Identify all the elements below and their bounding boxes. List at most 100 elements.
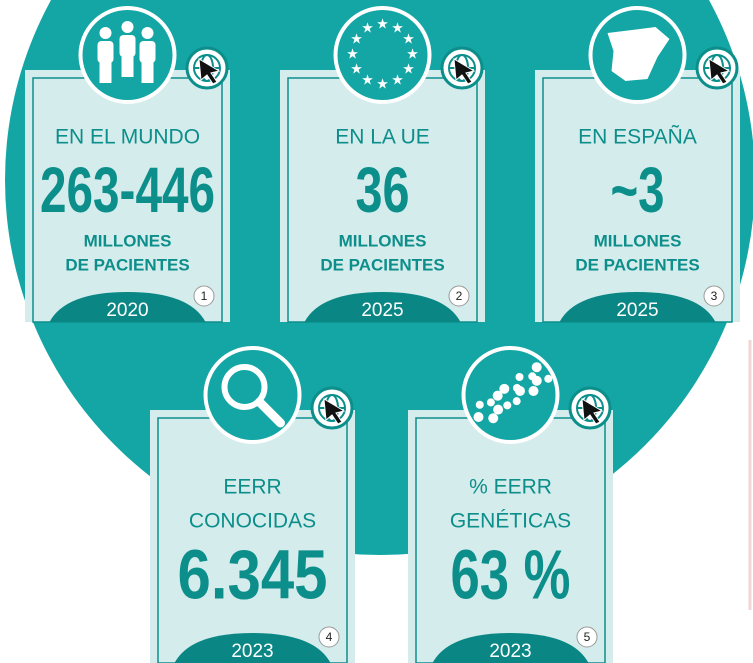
icon-shape: ★ — [350, 61, 363, 77]
card-label: EN EL MUNDO — [55, 126, 200, 149]
card-unit: MILLONES — [339, 231, 427, 250]
card-value: 6.345 — [178, 535, 328, 613]
card-bg — [150, 410, 355, 663]
card-unit: MILLONES — [84, 231, 172, 250]
note: 3 — [711, 289, 718, 303]
icon-shape: ★ — [361, 20, 374, 36]
icon-shape — [492, 390, 503, 401]
icon-shape — [512, 383, 521, 392]
icon-shape: ★ — [346, 46, 359, 62]
icon-shape — [475, 400, 484, 409]
note-circle — [448, 285, 470, 307]
note-circle — [193, 285, 215, 307]
year-tab — [49, 292, 206, 322]
card-unit: DE PACIENTES — [575, 255, 699, 274]
year-tab — [174, 633, 331, 663]
icon-shape: ★ — [402, 31, 415, 47]
source-link[interactable] — [310, 386, 354, 430]
icon-shape — [141, 27, 154, 39]
card-bg — [280, 70, 485, 322]
icon-shape: ★ — [350, 31, 363, 47]
icon-shape — [528, 372, 537, 381]
icon-circle — [333, 6, 432, 104]
icon-shape: ★ — [361, 72, 374, 88]
icon-shape — [474, 413, 483, 421]
icon-shape — [99, 27, 112, 39]
source-link[interactable] — [568, 386, 612, 430]
year-tab — [432, 633, 589, 663]
note: 2 — [456, 289, 463, 303]
icon-shape — [503, 401, 512, 410]
card-label: EN LA UE — [335, 126, 430, 149]
card-label: EN ESPAÑA — [578, 125, 697, 149]
icon-circle — [203, 346, 302, 444]
source-link[interactable] — [440, 46, 484, 90]
icon-shape: ★ — [376, 76, 389, 92]
card-bg — [408, 410, 613, 663]
card-label: GENÉTICAS — [450, 510, 571, 533]
icon-shape — [531, 362, 542, 373]
icon-shape: ★ — [406, 46, 419, 62]
cursor[interactable] — [198, 58, 221, 85]
card: EN ESPAÑA ~3 MILLONES DE PACIENTES 2025 3 — [535, 6, 740, 323]
icon-shape — [499, 383, 510, 394]
year: 2023 — [231, 641, 273, 662]
card-unit: DE PACIENTES — [65, 255, 189, 274]
note: 5 — [584, 630, 591, 644]
card-value: 36 — [356, 154, 410, 226]
icon-shape — [607, 27, 670, 81]
year: 2023 — [489, 641, 531, 662]
card-label: EERR — [223, 476, 281, 499]
card-value: 263-446 — [40, 154, 215, 226]
note: 1 — [201, 289, 208, 303]
cursor[interactable] — [453, 58, 476, 85]
year-tab — [304, 292, 461, 322]
icon-shape: ★ — [391, 20, 404, 36]
icon-shape — [486, 398, 495, 407]
cursor[interactable] — [581, 398, 604, 425]
icon-shape: ★ — [376, 16, 389, 32]
cursor[interactable] — [708, 58, 731, 85]
note: 4 — [326, 630, 333, 644]
card-bg — [535, 70, 740, 322]
card-label: CONOCIDAS — [189, 510, 316, 533]
icon-shape — [255, 397, 285, 428]
note-circle — [318, 626, 340, 648]
icon-shape — [221, 364, 268, 410]
icon-shape — [99, 61, 112, 83]
card-label: % EERR — [469, 476, 552, 499]
year: 2025 — [361, 300, 403, 321]
icon-shape — [141, 61, 154, 83]
card-bg — [25, 70, 230, 322]
icon-shape — [97, 41, 114, 63]
card: EN EL MUNDO 263-446 MILLONES DE PACIENTES 20… — [25, 6, 230, 323]
icon-shape — [121, 55, 134, 77]
icon-shape — [139, 41, 156, 63]
note-circle — [576, 626, 598, 648]
source-link[interactable] — [185, 46, 229, 90]
icon-shape — [488, 413, 499, 424]
icon-shape — [528, 385, 539, 396]
source-link[interactable] — [695, 46, 739, 90]
cursor[interactable] — [323, 398, 346, 425]
card-unit: DE PACIENTES — [320, 255, 444, 274]
icon-shape — [119, 35, 136, 57]
card-value: ~3 — [611, 154, 665, 226]
icon-shape — [121, 21, 134, 33]
note-circle — [703, 285, 725, 307]
year: 2025 — [616, 300, 658, 321]
year: 2020 — [106, 300, 148, 321]
icon-shape — [493, 404, 504, 415]
icon-circle — [461, 346, 560, 444]
icon-shape: ★ — [402, 61, 415, 77]
icon-shape — [515, 373, 524, 382]
year-tab — [559, 292, 716, 322]
card-unit: MILLONES — [594, 231, 682, 250]
card-value: 63 % — [451, 535, 571, 613]
icon-shape: ★ — [391, 72, 404, 88]
icon-shape — [544, 374, 553, 383]
